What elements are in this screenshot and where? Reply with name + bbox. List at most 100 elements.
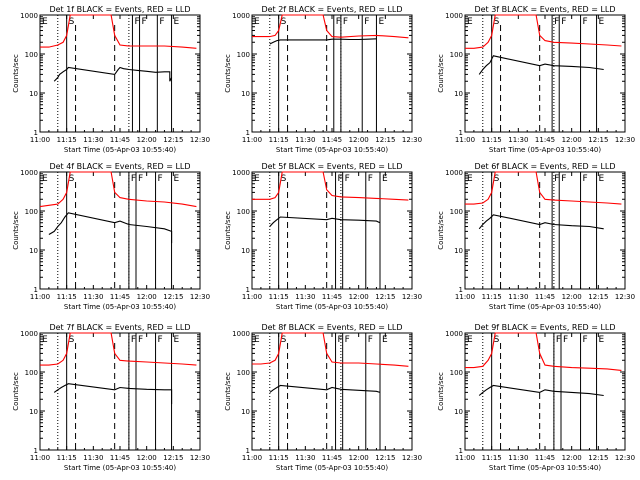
x-tick-label: 11:00 — [242, 454, 262, 462]
panel-title: Det 7f BLACK = Events, RED = LLD — [49, 323, 190, 332]
marker-label: F — [563, 335, 568, 345]
x-tick-label: 11:00 — [30, 293, 50, 301]
x-axis-label: Start Time (05-Apr-03 10:55:40) — [276, 464, 388, 472]
y-axis-label: Counts/sec — [224, 211, 232, 250]
marker-label: E — [42, 335, 48, 345]
marker-label: F — [554, 17, 559, 27]
marker-label: S — [69, 174, 75, 184]
x-tick-label: 11:00 — [242, 293, 262, 301]
x-tick-label: 11:45 — [535, 293, 555, 301]
x-axis-label: Start Time (05-Apr-03 10:55:40) — [64, 464, 176, 472]
y-axis-label: Counts/sec — [437, 211, 445, 250]
marker-label: F — [583, 174, 588, 184]
marker-label: F — [556, 335, 561, 345]
y-axis-label: Counts/sec — [224, 372, 232, 411]
marker-label: E — [254, 174, 260, 184]
y-tick-label: 1 — [34, 129, 38, 137]
x-tick-label: 11:15 — [269, 454, 289, 462]
y-tick-label: 10 — [29, 90, 38, 98]
x-tick-label: 11:15 — [482, 293, 502, 301]
x-axis-label: Start Time (05-Apr-03 10:55:40) — [276, 303, 388, 311]
series-line-lld — [252, 332, 409, 367]
y-tick-label: 100 — [237, 369, 250, 377]
x-tick-label: 12:15 — [375, 293, 395, 301]
y-tick-label: 1 — [246, 286, 250, 294]
y-tick-label: 100 — [25, 208, 38, 216]
marker-label: F — [338, 335, 343, 345]
x-tick-label: 12:15 — [588, 293, 608, 301]
plot-frame — [39, 14, 201, 133]
x-tick-label: 11:15 — [269, 136, 289, 144]
series-line-lld — [252, 14, 409, 39]
x-tick-label: 12:00 — [349, 136, 369, 144]
marker-label: F — [158, 174, 163, 184]
marker-label: S — [494, 335, 500, 345]
x-tick-label: 11:30 — [83, 136, 103, 144]
y-tick-label: 10 — [454, 408, 463, 416]
x-tick-label: 11:45 — [535, 136, 555, 144]
y-tick-label: 1000 — [232, 330, 250, 338]
x-tick-label: 12:30 — [190, 136, 210, 144]
y-axis-label: Counts/sec — [12, 211, 20, 250]
x-tick-label: 12:00 — [562, 293, 582, 301]
x-tick-label: 11:45 — [110, 454, 130, 462]
y-tick-label: 1000 — [20, 330, 38, 338]
marker-label: E — [174, 17, 180, 27]
x-tick-label: 11:45 — [535, 454, 555, 462]
y-tick-label: 1 — [246, 129, 250, 137]
x-tick-label: 11:00 — [455, 454, 475, 462]
y-tick-label: 1000 — [445, 12, 463, 20]
marker-label: F — [134, 17, 139, 27]
plot-frame — [251, 332, 413, 451]
y-tick-label: 10 — [241, 247, 250, 255]
marker-label: E — [599, 17, 605, 27]
x-tick-label: 11:30 — [295, 454, 315, 462]
x-axis-label: Start Time (05-Apr-03 10:55:40) — [64, 303, 176, 311]
y-tick-label: 10 — [29, 408, 38, 416]
series-line-events — [269, 38, 377, 45]
series-line-events — [478, 384, 604, 397]
y-tick-label: 10 — [241, 408, 250, 416]
x-tick-label: 12:30 — [402, 136, 422, 144]
x-tick-label: 11:15 — [57, 136, 77, 144]
series-line-events — [48, 212, 173, 244]
x-axis-label: Start Time (05-Apr-03 10:55:40) — [489, 303, 601, 311]
x-tick-label: 12:30 — [402, 454, 422, 462]
y-tick-label: 10 — [29, 247, 38, 255]
panel-det-8: Det 8f BLACK = Events, RED = LLD 1 10 100 10… — [224, 323, 422, 472]
y-tick-label: 1 — [246, 447, 250, 455]
y-tick-label: 1000 — [445, 330, 463, 338]
x-tick-label: 11:15 — [482, 136, 502, 144]
marker-label: E — [254, 335, 260, 345]
y-tick-label: 1000 — [20, 12, 38, 20]
y-tick-label: 10 — [241, 90, 250, 98]
marker-label: E — [467, 17, 473, 27]
x-axis-label: Start Time (05-Apr-03 10:55:40) — [489, 464, 601, 472]
marker-label: F — [338, 174, 343, 184]
plot-frame — [39, 171, 201, 290]
y-axis-label: Counts/sec — [437, 372, 445, 411]
x-tick-label: 12:30 — [615, 293, 635, 301]
x-tick-label: 11:30 — [295, 136, 315, 144]
marker-label: E — [467, 174, 473, 184]
x-tick-label: 11:45 — [110, 136, 130, 144]
marker-label: F — [554, 174, 559, 184]
y-axis-label: Counts/sec — [224, 54, 232, 93]
marker-label: S — [494, 174, 500, 184]
marker-label: E — [599, 174, 605, 184]
panel-title: Det 6f BLACK = Events, RED = LLD — [474, 162, 615, 171]
marker-label: F — [142, 17, 147, 27]
marker-label: E — [599, 335, 605, 345]
x-axis-label: Start Time (05-Apr-03 10:55:40) — [489, 146, 601, 154]
x-tick-label: 11:00 — [455, 293, 475, 301]
series-line-lld — [252, 171, 409, 201]
x-tick-label: 12:00 — [562, 454, 582, 462]
marker-label: F — [131, 174, 136, 184]
marker-label: S — [494, 17, 500, 27]
marker-label: F — [368, 335, 373, 345]
x-tick-label: 12:00 — [137, 454, 157, 462]
x-tick-label: 11:00 — [242, 136, 262, 144]
plot-frame — [39, 332, 201, 451]
x-tick-label: 11:15 — [57, 454, 77, 462]
